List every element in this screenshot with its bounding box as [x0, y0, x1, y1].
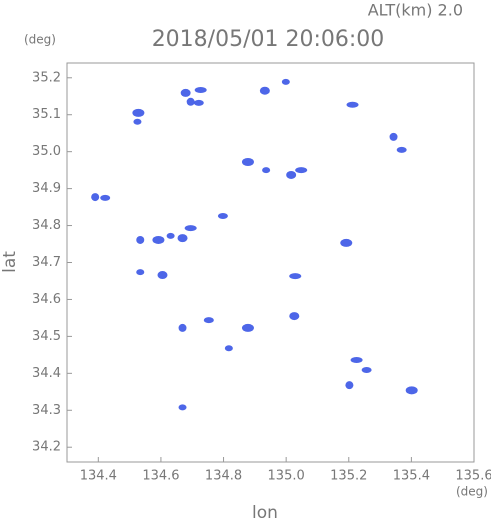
y-axis-label: lat — [0, 251, 20, 273]
x-tick-label: 135.0 — [268, 469, 305, 484]
y-tick-label: 34.9 — [32, 181, 61, 196]
echo — [193, 99, 204, 106]
x-tick-label: 134.6 — [142, 469, 179, 484]
echo — [194, 86, 207, 93]
echo — [241, 323, 254, 332]
echo — [177, 234, 188, 243]
echo — [389, 132, 398, 141]
echo — [132, 108, 145, 117]
y-tick-label: 35.1 — [32, 107, 61, 122]
echo — [224, 345, 233, 352]
echo — [133, 118, 142, 125]
y-tick-label: 34.3 — [32, 403, 61, 418]
y-tick-label: 34.7 — [32, 255, 61, 270]
echo — [157, 271, 168, 280]
echo — [136, 269, 145, 276]
echo — [184, 225, 197, 232]
x-unit: (deg) — [456, 485, 488, 499]
y-tick-label: 35.0 — [32, 144, 61, 159]
echo — [345, 381, 354, 390]
y-tick-label: 34.8 — [32, 218, 61, 233]
y-unit: (deg) — [24, 33, 56, 47]
echo — [361, 367, 372, 374]
echo — [262, 167, 271, 174]
echo — [405, 386, 418, 395]
echo — [166, 232, 175, 239]
y-tick-label: 34.4 — [32, 366, 61, 381]
echo — [289, 273, 302, 280]
plot-frame — [66, 62, 475, 463]
echo — [350, 357, 363, 364]
x-axis-label: lon — [252, 503, 278, 521]
chart-title: 2018/05/01 20:06:00 — [152, 27, 385, 52]
y-tick-label: 34.2 — [32, 440, 61, 455]
x-tick-label: 135.6 — [455, 469, 491, 484]
echo — [152, 235, 165, 244]
x-tick-label: 135.2 — [330, 469, 367, 484]
echo — [295, 167, 308, 174]
y-tick-label: 34.5 — [32, 329, 61, 344]
echo — [289, 312, 300, 321]
y-tick-label: 34.6 — [32, 292, 61, 307]
altitude: ALT(km) 2.0 — [368, 1, 463, 20]
echo — [178, 323, 187, 332]
x-tick-label: 134.8 — [205, 469, 242, 484]
echo — [346, 101, 359, 108]
x-tick-label: 134.4 — [80, 469, 117, 484]
echo — [396, 146, 407, 153]
echo — [91, 193, 100, 202]
x-tick-label: 135.4 — [393, 469, 430, 484]
echo — [241, 158, 254, 167]
echo — [217, 212, 228, 219]
echo — [186, 97, 195, 106]
echo — [259, 86, 270, 95]
echo — [281, 78, 290, 85]
echo — [100, 194, 111, 201]
echo — [178, 404, 187, 411]
y-tick-label: 35.2 — [32, 70, 61, 85]
echo — [340, 238, 353, 247]
echo — [180, 88, 191, 97]
echo — [136, 235, 145, 244]
echo — [203, 317, 214, 324]
echo — [286, 170, 297, 179]
